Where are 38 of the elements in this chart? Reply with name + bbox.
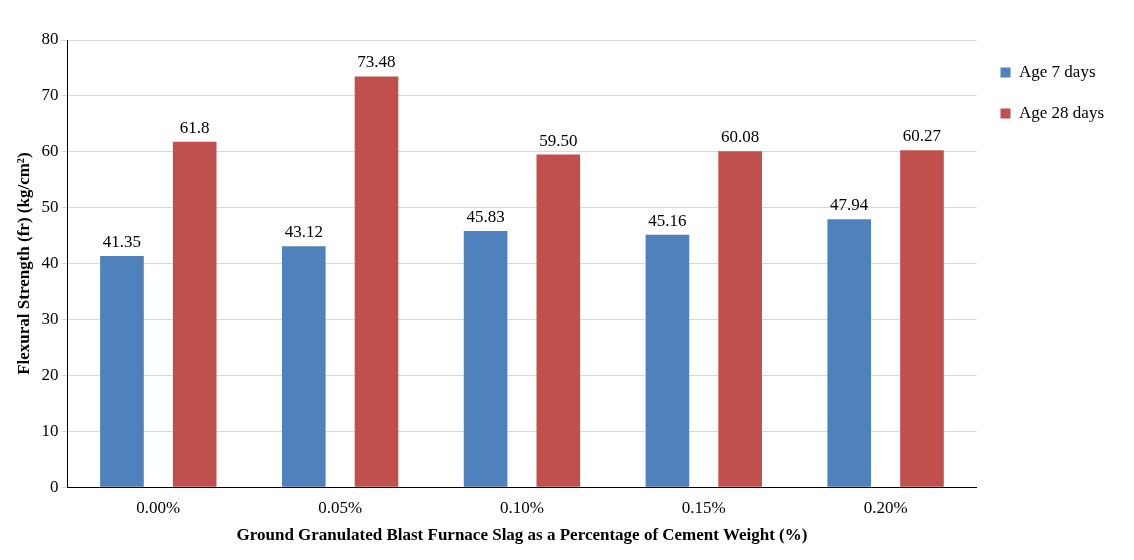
bar bbox=[354, 76, 399, 487]
bar bbox=[536, 154, 581, 487]
data-label: 60.27 bbox=[902, 126, 942, 146]
x-tick-label: 0.15% bbox=[681, 497, 726, 517]
y-tick-label: 60 bbox=[41, 141, 59, 161]
data-label: 60.08 bbox=[721, 127, 760, 147]
x-tick-label: 0.10% bbox=[500, 497, 544, 517]
data-label: 61.8 bbox=[179, 117, 210, 137]
bar bbox=[100, 256, 144, 487]
y-tick-label: 40 bbox=[41, 253, 59, 273]
data-label: 45.16 bbox=[648, 210, 687, 230]
data-label: 47.94 bbox=[830, 195, 869, 215]
data-label: 59.50 bbox=[539, 130, 578, 150]
x-axis-title: Ground Granulated Blast Furnace Slag as a Percentage of Cement Weight (%) bbox=[236, 525, 808, 545]
y-tick-label: 30 bbox=[41, 308, 59, 328]
data-label: 41.35 bbox=[102, 232, 142, 252]
bar bbox=[900, 150, 944, 487]
y-tick-label: 50 bbox=[41, 197, 59, 217]
y-tick-label: 70 bbox=[41, 85, 59, 105]
bar bbox=[463, 231, 508, 487]
y-tick-label: 10 bbox=[41, 420, 59, 440]
y-tick-label: 80 bbox=[41, 29, 59, 49]
data-label: 43.12 bbox=[284, 222, 323, 242]
legend-label: Age 7 days bbox=[1019, 61, 1096, 81]
bar bbox=[645, 234, 690, 487]
bar bbox=[281, 246, 326, 487]
bar bbox=[172, 141, 217, 487]
legend-label: Age 28 days bbox=[1019, 102, 1104, 122]
x-tick-label: 0.00% bbox=[136, 497, 181, 517]
x-tick-label: 0.05% bbox=[318, 497, 363, 517]
y-axis-title: Flexural Strength (fr) (kg/cm²) bbox=[13, 152, 33, 375]
data-label: 73.48 bbox=[357, 52, 396, 72]
x-tick-label: 0.20% bbox=[863, 497, 908, 517]
bar bbox=[827, 219, 872, 487]
data-label: 45.83 bbox=[466, 206, 505, 226]
y-tick-label: 20 bbox=[41, 364, 59, 384]
bar bbox=[718, 151, 762, 487]
y-tick-label: 0 bbox=[49, 476, 59, 496]
